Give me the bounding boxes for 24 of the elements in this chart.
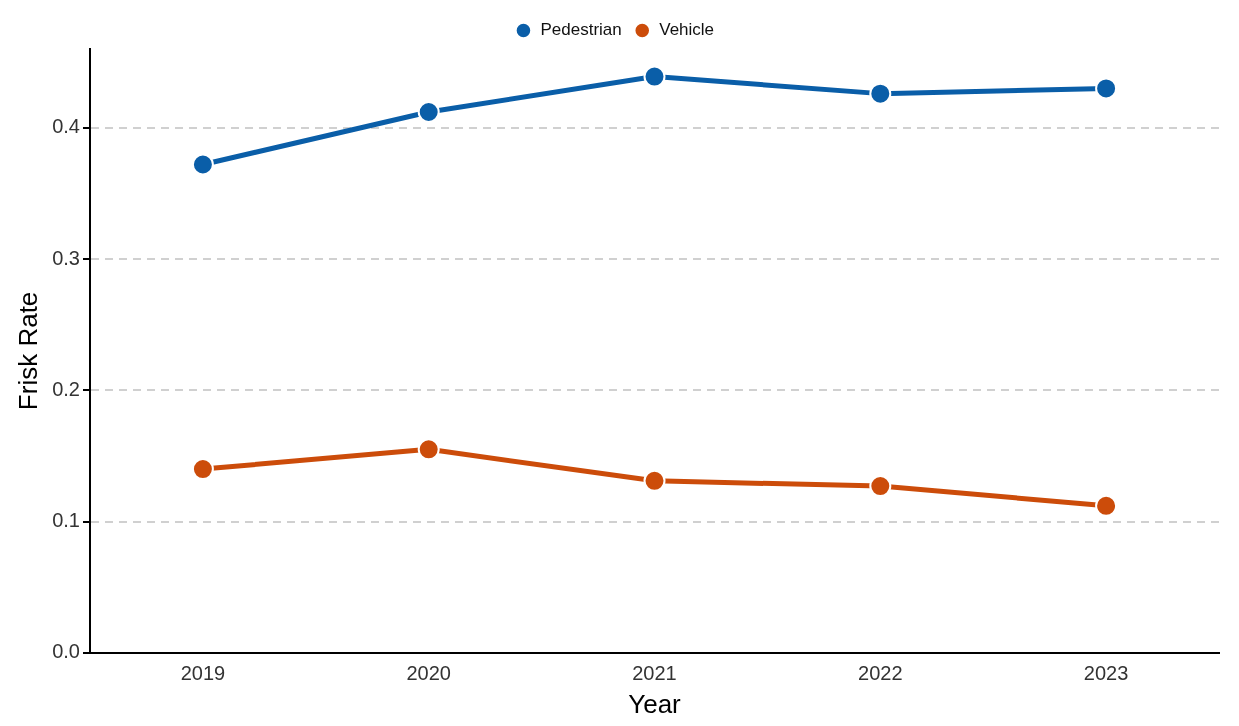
x-tick-label: 2020 bbox=[406, 662, 451, 685]
point bbox=[869, 475, 892, 498]
point bbox=[643, 65, 666, 88]
point bbox=[191, 458, 214, 481]
y-tick-label: 0.1 bbox=[52, 509, 80, 532]
x-tick-label: 2023 bbox=[1083, 662, 1129, 685]
y-tick-label: 0.2 bbox=[52, 377, 80, 400]
x-tick-label: 2022 bbox=[858, 662, 903, 685]
point bbox=[417, 101, 440, 124]
point bbox=[643, 469, 666, 492]
y-tick-label: 0.0 bbox=[52, 640, 80, 663]
point bbox=[191, 153, 214, 176]
point bbox=[1095, 77, 1118, 100]
x-axis-title: Year bbox=[628, 688, 682, 719]
legend-label: Pedestrian bbox=[540, 20, 622, 40]
y-tick-label: 0.4 bbox=[52, 115, 80, 138]
y-axis-title: Frisk Rate bbox=[12, 291, 43, 411]
point bbox=[869, 82, 892, 105]
x-tick-label: 2021 bbox=[632, 662, 677, 685]
y-tick-label: 0.3 bbox=[52, 246, 80, 269]
point bbox=[417, 438, 440, 461]
point bbox=[1095, 494, 1118, 517]
legend-label: Vehicle bbox=[659, 20, 715, 40]
x-tick-label: 2019 bbox=[180, 662, 226, 685]
